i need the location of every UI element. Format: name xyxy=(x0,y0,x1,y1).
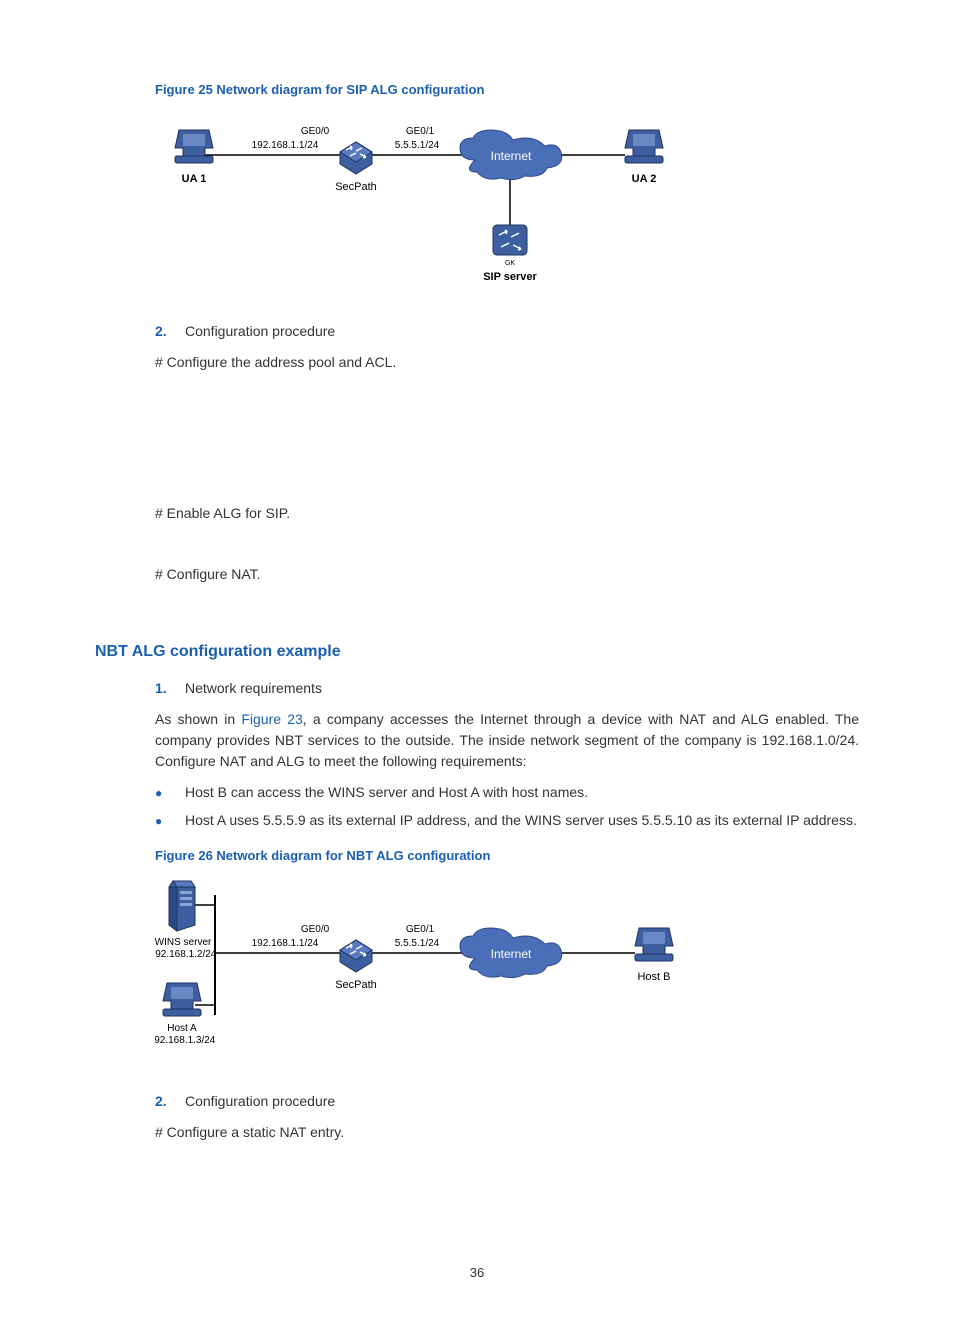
step-text: Network requirements xyxy=(185,678,322,699)
bullet-text: Host A uses 5.5.5.9 as its external IP a… xyxy=(185,810,857,832)
secpath1-label: SecPath xyxy=(335,181,377,193)
wins-label1: WINS server xyxy=(155,937,212,948)
wins-label2: 192.168.1.2/24 xyxy=(155,949,217,960)
edge1-top: GE0/1 xyxy=(406,126,435,137)
hostb-label: Host B xyxy=(637,971,670,983)
hash-line-2: # Enable ALG for SIP. xyxy=(155,503,859,524)
figure-link[interactable]: Figure 23 xyxy=(241,711,302,727)
edge26-1-bot: 5.5.5.1/24 xyxy=(395,938,440,949)
hosta-label1: Host A xyxy=(167,1023,197,1034)
bullet-text: Host B can access the WINS server and Ho… xyxy=(185,782,588,804)
internet2-label: Internet xyxy=(491,947,532,961)
bullet-icon: ● xyxy=(155,810,185,832)
ua1-label: UA 1 xyxy=(182,173,207,185)
internet1-label: Internet xyxy=(491,149,532,163)
gk-label: GK xyxy=(505,260,515,267)
step-num: 1. xyxy=(155,678,185,699)
figure25-diagram: UA 1 GE0/0 192.168.1.1/24 SecPath GE0/1 … xyxy=(155,110,859,291)
step-text: Configuration procedure xyxy=(185,1091,335,1112)
page-number: 36 xyxy=(95,1263,859,1283)
hosta-label2: 192.168.1.3/24 xyxy=(155,1035,216,1046)
bullet-1: ● Host B can access the WINS server and … xyxy=(155,782,859,804)
para-pre: As shown in xyxy=(155,711,241,727)
bullet-icon: ● xyxy=(155,782,185,804)
hash-line-4: # Configure a static NAT entry. xyxy=(155,1122,859,1143)
bullet-2: ● Host A uses 5.5.5.9 as its external IP… xyxy=(155,810,859,832)
edge26-0-bot: 192.168.1.1/24 xyxy=(252,938,319,949)
step-text: Configuration procedure xyxy=(185,321,335,342)
step-1-nbt: 1. Network requirements xyxy=(155,678,859,699)
nbt-heading: NBT ALG configuration example xyxy=(95,640,859,664)
edge26-1-top: GE0/1 xyxy=(406,924,435,935)
nbt-paragraph: As shown in Figure 23, a company accesse… xyxy=(155,709,859,772)
ua2-label: UA 2 xyxy=(632,173,657,185)
edge1-bot: 5.5.5.1/24 xyxy=(395,140,440,151)
edge26-0-top: GE0/0 xyxy=(301,924,330,935)
step-num: 2. xyxy=(155,321,185,342)
step-2: 2. Configuration procedure xyxy=(155,321,859,342)
secpath2-label: SecPath xyxy=(335,979,377,991)
edge0-top: GE0/0 xyxy=(301,126,330,137)
edge0-bot: 192.168.1.1/24 xyxy=(252,140,319,151)
sip-label: SIP server xyxy=(483,271,537,283)
hash-line-3: # Configure NAT. xyxy=(155,564,859,585)
figure25-caption: Figure 25 Network diagram for SIP ALG co… xyxy=(155,80,859,100)
step-2-nbt: 2. Configuration procedure xyxy=(155,1091,859,1112)
figure26-caption: Figure 26 Network diagram for NBT ALG co… xyxy=(155,846,859,866)
figure26-diagram: WINS server 192.168.1.2/24 Host A 192.16… xyxy=(155,875,859,1061)
hash-line-1: # Configure the address pool and ACL. xyxy=(155,352,859,373)
step-num: 2. xyxy=(155,1091,185,1112)
